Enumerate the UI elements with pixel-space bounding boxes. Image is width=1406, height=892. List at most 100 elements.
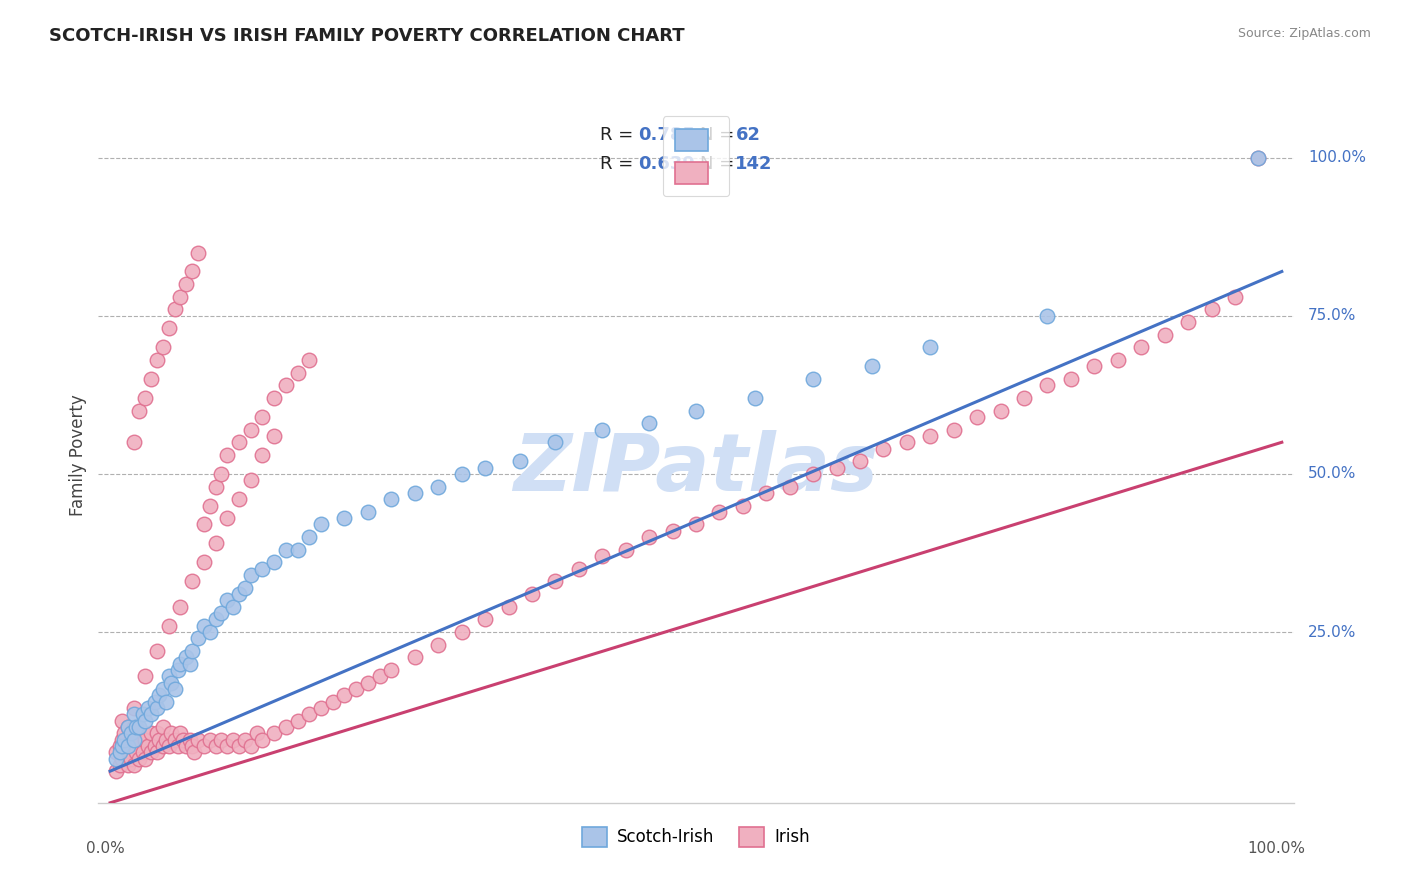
Point [204,612,226,626]
Point [198,732,221,747]
Point [1223,290,1246,304]
Point [709,505,731,519]
Point [920,429,942,443]
Point [228,435,250,450]
Point [146,701,169,715]
Point [122,720,145,734]
Point [450,625,472,640]
Point [222,732,245,747]
Text: SCOTCH-IRISH VS IRISH FAMILY POVERTY CORRELATION CHART: SCOTCH-IRISH VS IRISH FAMILY POVERTY COR… [49,27,685,45]
Point [263,556,285,570]
Point [246,726,269,740]
Point [228,492,250,507]
Point [744,391,766,405]
Point [274,542,297,557]
Point [1060,372,1083,386]
Point [105,745,128,759]
Point [287,714,309,728]
Point [134,669,156,683]
Point [157,321,180,335]
Text: 0.785: 0.785 [638,126,696,144]
Point [685,517,707,532]
Point [801,372,824,386]
Point [474,460,496,475]
Point [108,757,131,772]
Point [146,353,169,368]
Point [136,701,159,715]
Point [146,726,169,740]
Text: Source: ZipAtlas.com: Source: ZipAtlas.com [1237,27,1371,40]
Point [193,739,215,753]
Point [368,669,391,683]
Point [172,732,194,747]
Point [117,739,139,753]
Point [105,764,128,779]
Point [108,739,131,753]
Point [872,442,894,456]
Point [920,340,942,354]
Point [274,378,297,392]
Point [193,556,215,570]
Point [157,618,180,632]
Point [263,429,285,443]
Point [148,688,170,702]
Point [117,739,139,753]
Point [239,739,262,753]
Point [148,732,170,747]
Point [141,745,163,759]
Legend: Scotch-Irish, Irish: Scotch-Irish, Irish [575,820,817,854]
Point [160,675,183,690]
Point [233,732,256,747]
Point [120,751,142,765]
Point [169,726,191,740]
Point [1107,353,1129,368]
Point [239,423,262,437]
Point [252,562,274,576]
Point [141,372,163,386]
Point [134,732,156,747]
Point [152,739,174,753]
Point [181,574,204,589]
Point [122,739,145,753]
Point [544,435,567,450]
Point [167,739,190,753]
Point [112,745,135,759]
Text: 25.0%: 25.0% [1308,624,1357,640]
Point [638,530,661,544]
Point [204,536,226,550]
Point [544,574,567,589]
Point [174,277,197,292]
Point [157,669,180,683]
Point [1083,359,1105,374]
Point [128,732,150,747]
Point [228,587,250,601]
Point [825,460,848,475]
Point [169,290,191,304]
Point [134,751,156,765]
Point [333,511,356,525]
Point [187,632,209,646]
Point [134,391,156,405]
Point [132,707,155,722]
Point [141,726,163,740]
Text: 100.0%: 100.0% [1308,150,1365,165]
Point [614,542,637,557]
Point [108,745,131,759]
Point [163,681,186,696]
Text: 0.0%: 0.0% [87,841,125,856]
Point [217,448,239,462]
Point [309,517,332,532]
Point [111,714,134,728]
Point [125,720,148,734]
Point [204,739,226,753]
Point [132,745,155,759]
Point [169,657,191,671]
Point [427,638,450,652]
Point [136,739,159,753]
Point [860,359,883,374]
Point [141,707,163,722]
Point [174,739,197,753]
Point [183,745,205,759]
Point [152,720,174,734]
Point [111,732,134,747]
